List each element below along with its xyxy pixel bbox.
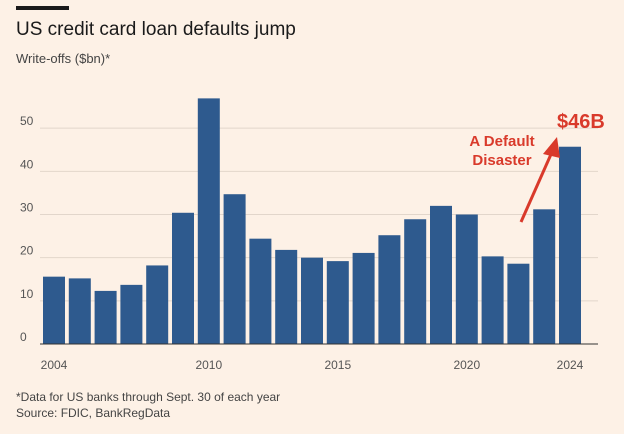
- bar-2022: [507, 263, 530, 344]
- annotation-text: A Default Disaster: [469, 133, 535, 169]
- bar-2004: [43, 276, 65, 344]
- bar-2024: [559, 146, 581, 344]
- bar-2023: [533, 209, 556, 344]
- bar-2014: [301, 257, 323, 344]
- bar-2019: [430, 205, 452, 344]
- x-tick-label: 2020: [453, 358, 480, 372]
- bar-2007: [120, 284, 143, 344]
- bar-2015: [326, 261, 349, 344]
- bar-2005: [68, 278, 91, 344]
- bar-2018: [404, 219, 427, 344]
- y-tick-label: 10: [20, 287, 34, 301]
- y-tick-label: 20: [20, 244, 34, 258]
- chart-title: US credit card loan defaults jump: [16, 19, 296, 40]
- x-tick-labels: 2004 2010 2015 2020 2024: [41, 358, 584, 372]
- bar-2006: [94, 290, 117, 344]
- bar-2020: [455, 214, 478, 344]
- bar-2012: [249, 238, 272, 344]
- source-line: Source: FDIC, BankRegData: [16, 406, 171, 420]
- bars: [43, 98, 581, 344]
- x-tick-label: 2024: [557, 358, 584, 372]
- x-tick-label: 2004: [41, 358, 68, 372]
- bar-2013: [275, 249, 298, 344]
- y-tick-label: 30: [20, 201, 34, 215]
- y-tick-label: 50: [20, 114, 34, 128]
- arrow-shaft: [519, 151, 554, 223]
- bar-2016: [352, 252, 375, 344]
- bar-2008: [146, 265, 169, 344]
- bar-2009: [172, 212, 194, 344]
- arrow-head: [543, 137, 560, 158]
- footnote: *Data for US banks through Sept. 30 of e…: [16, 390, 281, 404]
- chart-subtitle: Write-offs ($bn)*: [16, 51, 111, 66]
- bar-2021: [481, 256, 504, 344]
- x-tick-label: 2010: [195, 358, 222, 372]
- y-tick-label: 40: [20, 157, 34, 171]
- annotation-value: $46B: [557, 111, 605, 133]
- bar-2017: [378, 235, 401, 344]
- y-tick-label: 0: [20, 330, 27, 344]
- bar-2011: [223, 194, 246, 344]
- x-tick-label: 2015: [324, 358, 351, 372]
- title-rule: [16, 6, 69, 10]
- y-tick-labels: 0 10 20 30 40 50: [20, 114, 34, 344]
- bar-2010: [197, 98, 220, 344]
- annotation-arrow: [519, 137, 560, 223]
